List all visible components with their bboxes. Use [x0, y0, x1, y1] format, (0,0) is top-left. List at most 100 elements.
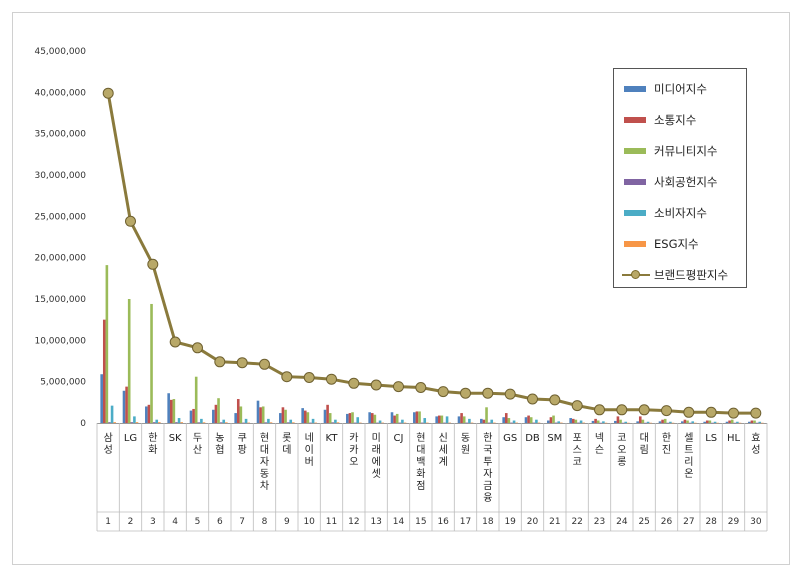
category-number-1: 1: [105, 517, 111, 527]
brand-reputation-point-3: [147, 258, 159, 270]
bar-2-9: [284, 409, 287, 423]
brand-reputation-point-2: [125, 215, 136, 227]
bar-0-30: [748, 421, 751, 423]
bar-4-3: [155, 419, 159, 423]
bar-1-18: [482, 419, 486, 423]
category-number-8: 8: [262, 517, 268, 527]
bar-1-17: [460, 413, 463, 423]
brand-reputation-point-16: [437, 386, 449, 398]
bar-0-11: [323, 409, 327, 423]
bar-0-1: [100, 374, 103, 423]
bar-3-3: [152, 422, 156, 423]
bar-2-10: [306, 412, 310, 423]
line-group: [102, 87, 762, 419]
category-label-4: SK: [169, 433, 182, 444]
legend: 미디어지수 소통지수 커뮤니티지수 사회공헌지수 소비자지수 ESG지수 브랜드…: [613, 68, 747, 288]
bar-5-24: [627, 422, 630, 424]
axes-group: [96, 423, 768, 532]
bar-0-15: [413, 412, 416, 423]
bar-4-14: [401, 419, 404, 423]
bar-0-13: [368, 412, 371, 423]
brand-reputation-point-27: [683, 406, 695, 418]
category-number-28: 28: [705, 517, 717, 527]
bar-1-2: [125, 386, 128, 423]
brand-reputation-point-22: [571, 400, 583, 412]
legend-item-communication: 소통지수: [614, 110, 746, 130]
legend-label-brand-reputation: 브랜드평판지수: [654, 268, 729, 282]
brand-reputation-point-9: [281, 371, 293, 383]
legend-label-consumer: 소비자지수: [654, 206, 707, 220]
bar-1-24: [616, 416, 620, 423]
bar-2-18: [485, 407, 488, 423]
bar-2-23: [596, 420, 600, 423]
bar-4-2: [133, 416, 136, 423]
bar-4-16: [445, 416, 449, 423]
bar-5-22: [582, 422, 585, 424]
bar-2-27: [686, 420, 689, 423]
category-label-20: DB: [525, 433, 540, 444]
labels-group: 0 5,000,000 10,000,000 15,000,000 20,000,000…: [34, 47, 761, 527]
bar-5-21: [560, 422, 563, 424]
bar-3-15: [420, 422, 424, 424]
brand-reputation-point-4: [169, 336, 181, 348]
bar-0-29: [725, 421, 729, 423]
bar-5-11: [336, 422, 340, 423]
category-label-21: SM: [547, 433, 562, 444]
brand-reputation-point-14: [393, 381, 404, 393]
category-number-3: 3: [150, 517, 156, 527]
brand-reputation-point-18: [482, 387, 494, 399]
bar-2-4: [172, 399, 176, 423]
bar-2-2: [127, 299, 131, 423]
bar-0-3: [145, 406, 148, 423]
bar-1-11: [326, 404, 329, 423]
legend-item-community: 커뮤니티지수: [614, 141, 746, 161]
legend-label-community: 커뮤니티지수: [654, 144, 718, 158]
bar-1-16: [437, 415, 441, 423]
bar-5-9: [292, 422, 295, 423]
bar-5-20: [537, 422, 541, 424]
bar-1-23: [594, 418, 597, 423]
bar-3-26: [666, 422, 670, 424]
bar-4-28: [713, 421, 717, 423]
category-number-15: 15: [415, 517, 426, 527]
y-tick-label: 20,000,000: [34, 254, 86, 264]
bar-1-7: [236, 399, 240, 423]
bar-2-19: [507, 418, 511, 423]
bar-1-21: [549, 417, 553, 423]
category-number-7: 7: [239, 517, 245, 527]
bar-2-20: [529, 417, 533, 423]
legend-swatch-social-contribution: [624, 179, 646, 185]
bar-1-14: [393, 415, 396, 423]
brand-reputation-point-19: [504, 388, 516, 400]
legend-swatch-consumer: [624, 210, 646, 216]
brand-reputation-point-15: [415, 382, 427, 393]
bar-0-17: [457, 416, 461, 423]
bar-5-15: [426, 422, 429, 424]
legend-item-brand-reputation: 브랜드평판지수: [614, 265, 746, 285]
bar-4-27: [691, 421, 695, 423]
category-label-29: HL: [727, 433, 741, 444]
bar-4-26: [669, 421, 672, 423]
brand-reputation-point-1: [102, 87, 114, 99]
bar-5-12: [359, 422, 362, 424]
bar-1-1: [102, 319, 106, 423]
bar-3-10: [309, 422, 312, 424]
bar-1-15: [415, 411, 419, 423]
bar-3-21: [554, 422, 558, 424]
bar-2-13: [373, 414, 377, 423]
bar-5-14: [403, 422, 407, 424]
brand-reputation-point-21: [549, 394, 561, 406]
bar-0-22: [569, 418, 572, 423]
bar-1-22: [571, 418, 575, 423]
brand-reputation-point-28: [705, 406, 717, 418]
bar-2-7: [239, 406, 243, 423]
bar-0-16: [435, 416, 438, 423]
bar-4-29: [736, 421, 739, 423]
